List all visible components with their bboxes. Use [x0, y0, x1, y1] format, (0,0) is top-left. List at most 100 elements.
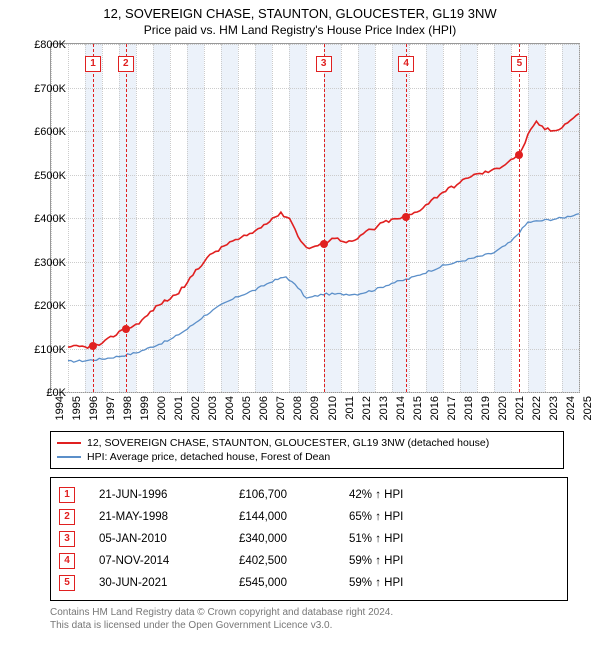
x-tick-label: 2025: [582, 396, 594, 428]
event-marker-box: 2: [118, 56, 134, 72]
legend-label-series1: 12, SOVEREIGN CHASE, STAUNTON, GLOUCESTE…: [87, 437, 489, 449]
x-tick-label: 2020: [497, 396, 509, 428]
event-delta: 65% ↑ HPI: [349, 511, 559, 523]
grid-line-v: [187, 44, 188, 392]
events-table: 1 21-JUN-1996£106,70042% ↑ HPI 221-MAY-199…: [50, 477, 568, 601]
x-tick-label: 2022: [531, 396, 543, 428]
x-tick-label: 2010: [327, 396, 339, 428]
grid-line-v: [460, 44, 461, 392]
event-line: [93, 44, 94, 392]
y-tick-label: £400K: [20, 213, 66, 225]
grid-line-h: [51, 218, 579, 219]
grid-line-v: [102, 44, 103, 392]
x-tick-label: 1999: [139, 396, 151, 428]
event-num: 2: [59, 509, 75, 525]
event-line: [324, 44, 325, 392]
grid-line-h: [51, 262, 579, 263]
legend-box: 12, SOVEREIGN CHASE, STAUNTON, GLOUCESTE…: [50, 431, 564, 469]
y-tick-label: £700K: [20, 83, 66, 95]
grid-line-v: [272, 44, 273, 392]
event-marker-box: 4: [398, 56, 414, 72]
event-price: £106,700: [239, 489, 349, 501]
event-num: 1: [59, 487, 75, 503]
event-date: 21-JUN-1996: [99, 489, 239, 501]
grid-line-v: [494, 44, 495, 392]
event-marker-box: 3: [316, 56, 332, 72]
x-tick-label: 2001: [173, 396, 185, 428]
y-tick-label: £800K: [20, 39, 66, 51]
event-num: 5: [59, 575, 75, 591]
grid-line-v: [204, 44, 205, 392]
grid-line-v: [528, 44, 529, 392]
event-date: 30-JUN-2021: [99, 577, 239, 589]
grid-line-h: [51, 131, 579, 132]
grid-line-v: [426, 44, 427, 392]
event-marker-box: 1: [85, 56, 101, 72]
x-tick-label: 2013: [378, 396, 390, 428]
event-row: 221-MAY-1998£144,00065% ↑ HPI: [59, 506, 559, 528]
x-tick-label: 2016: [429, 396, 441, 428]
x-tick-label: 2004: [224, 396, 236, 428]
footer-line-1: Contains HM Land Registry data © Crown c…: [50, 607, 590, 620]
x-tick-label: 2023: [548, 396, 560, 428]
grid-line-v: [119, 44, 120, 392]
event-delta: 59% ↑ HPI: [349, 555, 559, 567]
x-tick-label: 2008: [292, 396, 304, 428]
grid-line-v: [579, 44, 580, 392]
event-delta: 42% ↑ HPI: [349, 489, 559, 501]
page-title: 12, SOVEREIGN CHASE, STAUNTON, GLOUCESTE…: [0, 6, 600, 21]
event-date: 05-JAN-2010: [99, 533, 239, 545]
grid-line-v: [341, 44, 342, 392]
grid-line-h: [51, 44, 579, 45]
grid-line-v: [562, 44, 563, 392]
x-tick-label: 2015: [412, 396, 424, 428]
y-tick-label: £300K: [20, 257, 66, 269]
grid-line-h: [51, 305, 579, 306]
x-tick-label: 1997: [105, 396, 117, 428]
event-marker-box: 5: [511, 56, 527, 72]
event-dot: [515, 151, 523, 159]
event-price: £545,000: [239, 577, 349, 589]
event-delta: 59% ↑ HPI: [349, 577, 559, 589]
event-dot: [402, 213, 410, 221]
x-tick-label: 1995: [71, 396, 83, 428]
legend-swatch-series2: [57, 456, 81, 458]
event-row: 5 30-JUN-2021£545,00059% ↑ HPI: [59, 572, 559, 594]
grid-line-v: [392, 44, 393, 392]
grid-line-h: [51, 392, 579, 393]
grid-line-v: [255, 44, 256, 392]
grid-line-v: [443, 44, 444, 392]
grid-line-v: [153, 44, 154, 392]
x-tick-label: 2007: [275, 396, 287, 428]
event-date: 07-NOV-2014: [99, 555, 239, 567]
footer-text: Contains HM Land Registry data © Crown c…: [50, 607, 590, 632]
x-tick-label: 2006: [258, 396, 270, 428]
event-dot: [320, 240, 328, 248]
x-tick-label: 2009: [309, 396, 321, 428]
grid-line-v: [289, 44, 290, 392]
x-tick-label: 2014: [395, 396, 407, 428]
event-price: £340,000: [239, 533, 349, 545]
x-tick-label: 2017: [446, 396, 458, 428]
x-tick-label: 2019: [480, 396, 492, 428]
grid-line-v: [85, 44, 86, 392]
y-tick-label: £600K: [20, 126, 66, 138]
footer-line-2: This data is licensed under the Open Gov…: [50, 620, 590, 633]
grid-line-v: [477, 44, 478, 392]
legend-swatch-series1: [57, 442, 81, 444]
event-dot: [89, 342, 97, 350]
y-tick-label: £200K: [20, 300, 66, 312]
x-tick-label: 2012: [361, 396, 373, 428]
event-delta: 51% ↑ HPI: [349, 533, 559, 545]
grid-line-v: [221, 44, 222, 392]
grid-line-h: [51, 88, 579, 89]
x-tick-label: 2011: [344, 396, 356, 428]
page-subtitle: Price paid vs. HM Land Registry's House …: [0, 23, 600, 37]
y-tick-label: £100K: [20, 344, 66, 356]
grid-line-v: [358, 44, 359, 392]
event-line: [519, 44, 520, 392]
y-tick-label: £500K: [20, 170, 66, 182]
event-num: 3: [59, 531, 75, 547]
legend-label-series2: HPI: Average price, detached house, Fore…: [87, 451, 330, 463]
event-price: £402,500: [239, 555, 349, 567]
